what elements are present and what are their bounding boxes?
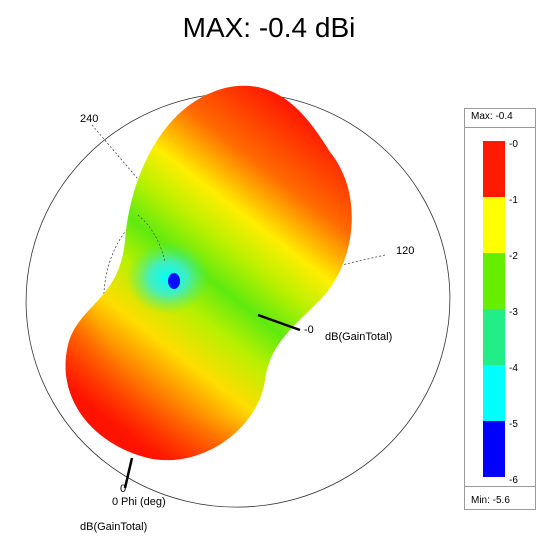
quantity-label-bottom: dB(GainTotal) bbox=[80, 521, 147, 533]
legend-tick-label: -1 bbox=[509, 195, 518, 206]
quantity-label-right: dB(GainTotal) bbox=[325, 331, 392, 343]
legend-tick-label: -6 bbox=[509, 475, 518, 486]
legend-max-label: Max: -0.4 bbox=[471, 111, 513, 122]
legend-tick-label: -0 bbox=[509, 139, 518, 150]
axis-y bbox=[123, 457, 134, 489]
angle-label-120: 120 bbox=[396, 245, 414, 257]
angle-label-0: 0 bbox=[120, 483, 126, 495]
legend-tick-label: -4 bbox=[509, 363, 518, 374]
legend-color-bar bbox=[483, 141, 505, 477]
legend-tick-label: -5 bbox=[509, 419, 518, 430]
null-core bbox=[168, 273, 180, 289]
legend-color-segment bbox=[483, 197, 505, 253]
legend-color-segment bbox=[483, 365, 505, 421]
legend-color-segment bbox=[483, 253, 505, 309]
legend-min-label: Min: -5.6 bbox=[471, 495, 510, 506]
grid-curve bbox=[137, 214, 166, 263]
legend-separator bbox=[465, 127, 535, 128]
legend-separator bbox=[465, 486, 535, 487]
guide-line-120 bbox=[319, 254, 386, 271]
legend-tick-label: -3 bbox=[509, 307, 518, 318]
axis-phi-label: Phi (deg) bbox=[121, 496, 166, 508]
legend-tick-label: -2 bbox=[509, 251, 518, 262]
guide-line-240 bbox=[91, 124, 161, 206]
axis-zero-label: 0 bbox=[112, 496, 118, 508]
color-legend: Max: -0.4 -0 -1 -2 -3 -4 -5 -6 Min: -5.6 bbox=[464, 108, 536, 510]
page-title: MAX: -0.4 dBi bbox=[182, 12, 356, 43]
axis-x bbox=[257, 313, 301, 332]
legend-color-segment bbox=[483, 421, 505, 477]
legend-color-segment bbox=[483, 141, 505, 197]
angle-label-240: 240 bbox=[80, 113, 98, 125]
null-region bbox=[126, 242, 210, 314]
radial-zero-label: -0 bbox=[304, 324, 314, 336]
legend-color-segment bbox=[483, 309, 505, 365]
